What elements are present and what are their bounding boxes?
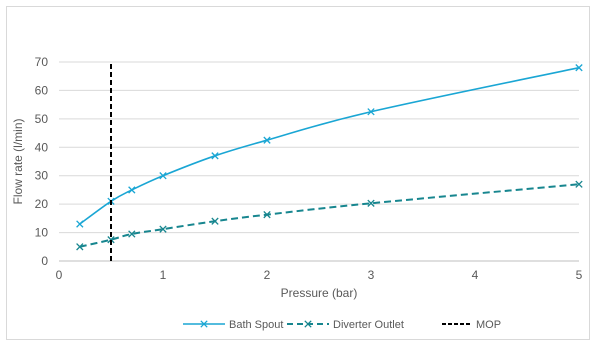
data-point <box>263 136 271 144</box>
y-tick-label: 30 <box>35 169 49 183</box>
series-line <box>79 183 580 248</box>
x-tick-label: 2 <box>264 268 271 282</box>
x-tick-label: 0 <box>56 268 63 282</box>
x-tick-label: 3 <box>368 268 375 282</box>
legend-label: MOP <box>476 319 501 331</box>
y-tick-label: 20 <box>35 197 49 211</box>
y-tick-label: 0 <box>41 254 48 268</box>
legend-marker <box>304 320 312 328</box>
legend-label: Diverter Outlet <box>333 319 404 331</box>
y-tick-label: 40 <box>35 140 49 154</box>
data-point <box>159 225 167 233</box>
data-point <box>367 108 375 116</box>
x-tick-label: 4 <box>472 268 479 282</box>
data-point <box>76 220 84 228</box>
data-point <box>128 230 136 238</box>
series-line <box>79 66 580 225</box>
x-tick-label: 1 <box>160 268 167 282</box>
data-point <box>575 64 583 72</box>
x-tick-label: 5 <box>576 268 583 282</box>
series-layer <box>76 62 583 261</box>
data-point <box>575 180 583 188</box>
legend-item: Diverter Outlet <box>287 319 404 331</box>
data-point <box>76 243 84 251</box>
legend: Bath Spout Diverter Outlet MOP <box>183 319 501 331</box>
y-tick-label: 50 <box>35 112 49 126</box>
data-point <box>211 217 219 225</box>
legend-item: Bath Spout <box>183 319 283 331</box>
y-tick-label: 60 <box>35 83 49 97</box>
series-bath-spout <box>76 64 583 228</box>
y-axis-title: Flow rate (l/min) <box>11 118 25 204</box>
data-point <box>159 172 167 180</box>
data-point <box>263 211 271 219</box>
legend-label: Bath Spout <box>229 319 283 331</box>
data-point <box>107 236 115 244</box>
series-diverter-outlet <box>76 180 583 251</box>
y-tick-label: 70 <box>35 55 49 69</box>
legend-marker <box>200 320 208 328</box>
data-point <box>367 199 375 207</box>
gridlines <box>59 61 579 234</box>
axes: 0 10 20 30 40 50 60 70 0 1 2 3 4 5 <box>35 55 583 282</box>
x-axis-title: Pressure (bar) <box>281 286 358 300</box>
legend-item: MOP <box>442 319 501 331</box>
y-tick-label: 10 <box>35 226 49 240</box>
data-point <box>211 152 219 160</box>
data-point <box>128 186 136 194</box>
